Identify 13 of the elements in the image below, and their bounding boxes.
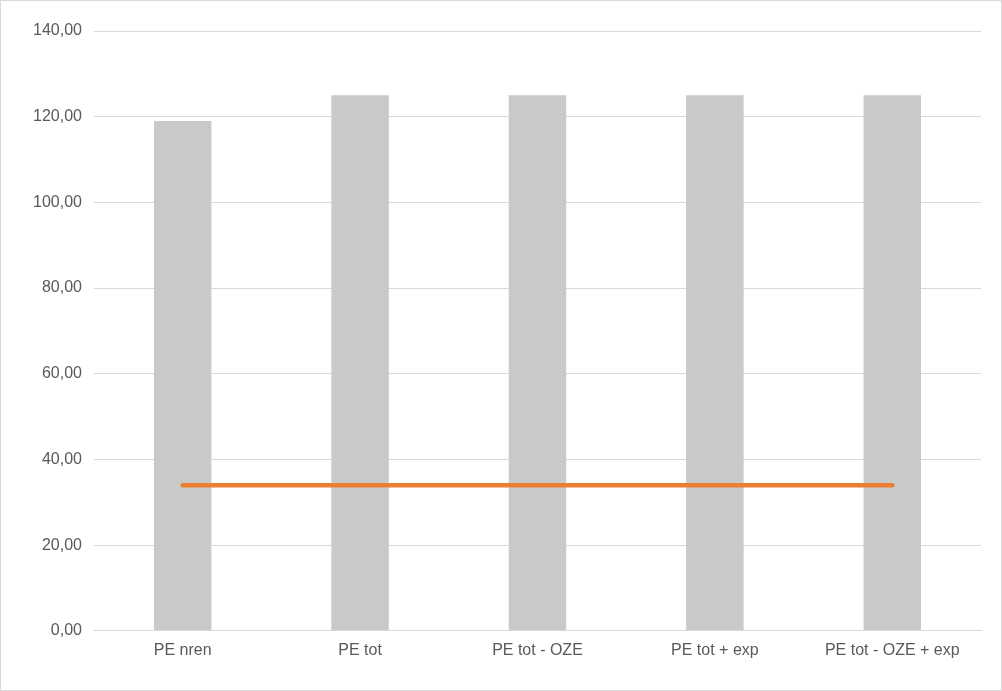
- x-tick-label: PE tot - OZE + exp: [824, 640, 960, 658]
- x-tick-label: PE tot - OZE: [492, 640, 583, 658]
- y-tick-label: 100,00: [33, 192, 83, 210]
- y-tick-label: 120,00: [33, 107, 83, 125]
- y-tick-label: 60,00: [41, 364, 83, 382]
- x-tick-label: PE tot + exp: [671, 640, 759, 658]
- x-tick-label: PE tot: [338, 640, 383, 658]
- y-tick-label: 20,00: [41, 535, 83, 553]
- y-tick-label: 0,00: [50, 621, 83, 639]
- y-tick-label: 40,00: [41, 449, 83, 467]
- y-tick-label: 140,00: [33, 21, 83, 39]
- x-tick-label: PE nren: [153, 640, 212, 658]
- y-tick-label: 80,00: [41, 278, 83, 296]
